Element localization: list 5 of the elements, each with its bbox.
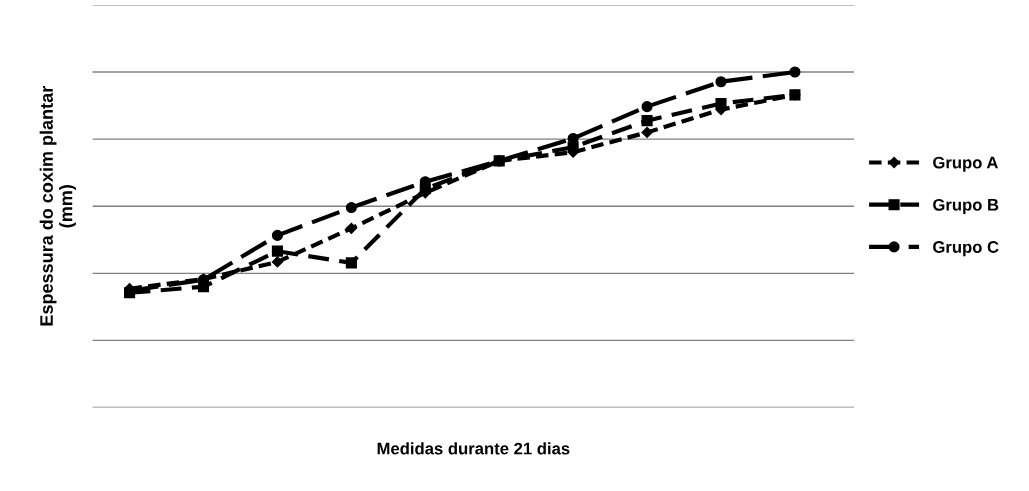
legend-label: Grupo C bbox=[933, 241, 999, 257]
legend-label: Grupo B bbox=[933, 198, 999, 214]
legend-label: Grupo A bbox=[933, 156, 998, 172]
x-axis-title: Medidas durante 21 dias bbox=[377, 442, 570, 455]
y-axis-title: Espessura do coxim plantar (mm) bbox=[39, 86, 76, 326]
